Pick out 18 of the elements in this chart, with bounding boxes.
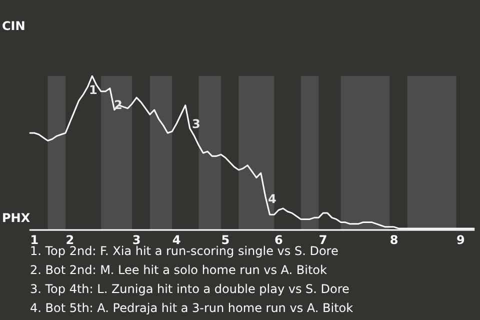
annotation: 3 xyxy=(192,117,200,131)
text: 3. Top 4th: L. Zuniga hit into a double play vs S. Dore xyxy=(30,282,350,296)
x-tick-label: 7 xyxy=(318,233,328,247)
annotation: 4 xyxy=(268,192,276,206)
x-tick-label: 8 xyxy=(390,233,398,247)
x-tick-label: 4 xyxy=(172,233,181,247)
text: CIN xyxy=(2,19,26,33)
x-tick-label: 6 xyxy=(274,233,283,247)
text: 2. Bot 2nd: M. Lee hit a solo home run vs A. Bitok xyxy=(30,263,328,277)
x-tick-label: 1 xyxy=(30,233,39,247)
annotation: 1 xyxy=(89,83,98,97)
x-tick-label: 5 xyxy=(221,233,230,247)
x-tick-label: 3 xyxy=(132,233,141,247)
text: 1. Top 2nd: F. Xia hit a run-scoring single vs S. Dore xyxy=(30,244,338,258)
x-tick-label: 2 xyxy=(66,233,74,247)
x-tick-label: 9 xyxy=(456,233,465,247)
text: 4. Bot 5th: A. Pedraja hit a 3-run home run vs A. Bitok xyxy=(30,301,354,315)
annotation: PHX xyxy=(2,211,31,225)
